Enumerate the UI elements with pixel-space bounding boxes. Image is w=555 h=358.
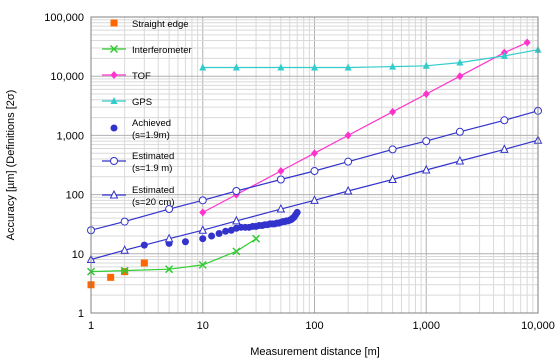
data-point xyxy=(343,185,353,195)
data-point xyxy=(110,97,118,104)
data-point xyxy=(232,187,241,196)
data-point xyxy=(422,90,430,99)
x-tick-label: 10,000 xyxy=(521,320,555,332)
data-point xyxy=(232,247,241,256)
series-0 xyxy=(87,259,148,289)
data-point xyxy=(110,19,118,27)
data-point xyxy=(311,63,318,71)
data-point xyxy=(277,167,285,176)
data-point xyxy=(232,63,240,71)
legend-item: Estimated (s=20 cm) xyxy=(102,185,175,208)
data-point xyxy=(252,234,261,243)
data-point xyxy=(455,127,464,136)
data-point xyxy=(232,215,241,225)
data-point xyxy=(311,149,318,158)
data-point xyxy=(276,203,286,213)
data-point xyxy=(120,217,129,226)
legend-label: Estimated (s=1.9 m) xyxy=(132,151,174,174)
series-line xyxy=(202,49,539,69)
data-point xyxy=(199,208,207,217)
data-point xyxy=(198,196,207,205)
tick-labels: 1 10 100 1,000 10,000 1 10 100 1,000 10,000 100,00… xyxy=(44,12,555,332)
data-point xyxy=(344,131,352,140)
series-line xyxy=(90,238,257,273)
data-point xyxy=(199,235,207,243)
data-point xyxy=(120,245,129,254)
data-point xyxy=(276,175,285,184)
data-point xyxy=(293,208,301,216)
legend-label: GPS xyxy=(132,97,152,108)
grid xyxy=(90,17,538,314)
data-point xyxy=(500,51,508,59)
series-2 xyxy=(199,38,531,217)
legend: Straight edge Interferometer TOF GPS Achieve… xyxy=(102,19,192,208)
legend-item: GPS xyxy=(102,97,152,108)
series-1 xyxy=(86,234,261,276)
x-tick-label: 1,000 xyxy=(412,320,440,332)
legend-label: Estimated (s=20 cm) xyxy=(132,185,175,208)
y-tick-label: 1,000 xyxy=(56,130,84,142)
data-point xyxy=(500,144,509,153)
legend-label: Straight edge xyxy=(132,19,189,30)
legend-item: Interferometer xyxy=(102,44,192,56)
data-point xyxy=(389,62,397,70)
data-point xyxy=(344,63,352,71)
series-line xyxy=(202,42,528,213)
data-point xyxy=(422,137,431,146)
data-point xyxy=(208,232,216,240)
legend-label: Interferometer xyxy=(132,45,192,56)
legend-item: Straight edge xyxy=(110,19,189,30)
legend-label: Achieved (s=1.9m) xyxy=(132,118,171,141)
data-point xyxy=(277,63,285,71)
axes xyxy=(90,16,539,314)
x-tick-label: 1 xyxy=(88,320,94,332)
data-point xyxy=(165,265,174,274)
data-point xyxy=(120,266,129,275)
y-tick-label: 1 xyxy=(78,308,84,320)
y-tick-label: 100,000 xyxy=(44,12,84,24)
y-tick-label: 10 xyxy=(72,249,84,261)
data-point xyxy=(181,238,189,246)
data-point xyxy=(110,71,118,79)
data-point xyxy=(500,116,509,125)
plot-frame xyxy=(90,16,539,314)
data-point xyxy=(199,63,207,71)
y-tick-label: 10,000 xyxy=(50,71,84,83)
data-point xyxy=(523,38,531,47)
data-point xyxy=(456,58,464,66)
data-point xyxy=(109,189,119,199)
data-point xyxy=(388,145,397,154)
data-point xyxy=(388,174,397,183)
data-point xyxy=(215,230,223,238)
data-point xyxy=(198,225,208,234)
x-tick-label: 100 xyxy=(305,320,323,332)
data-point xyxy=(455,155,465,165)
data-point xyxy=(456,72,464,81)
data-point xyxy=(107,273,115,281)
legend-item: Achieved (s=1.9m) xyxy=(110,118,171,141)
data-point xyxy=(110,124,118,132)
data-point xyxy=(310,167,319,176)
data-point xyxy=(109,44,119,54)
data-point xyxy=(198,260,207,269)
data-point xyxy=(164,233,174,243)
data-point xyxy=(165,205,174,214)
data-point xyxy=(110,157,118,165)
x-axis-label: Measurement distance [m] xyxy=(250,346,380,358)
legend-item: Estimated (s=1.9 m) xyxy=(102,151,174,174)
data-point xyxy=(310,195,319,204)
data-point xyxy=(140,259,148,267)
data-point xyxy=(344,157,353,166)
data-point xyxy=(222,227,230,235)
data-point xyxy=(421,164,431,174)
data-point xyxy=(422,61,430,69)
legend-item: TOF xyxy=(102,71,151,82)
series-4 xyxy=(140,208,301,249)
legend-label: TOF xyxy=(132,71,151,82)
y-tick-label: 100 xyxy=(66,190,84,202)
data-point xyxy=(389,107,397,116)
x-tick-label: 10 xyxy=(197,320,209,332)
y-axis-label: Accuracy [µm] (Definitions [2σ) xyxy=(5,90,17,241)
